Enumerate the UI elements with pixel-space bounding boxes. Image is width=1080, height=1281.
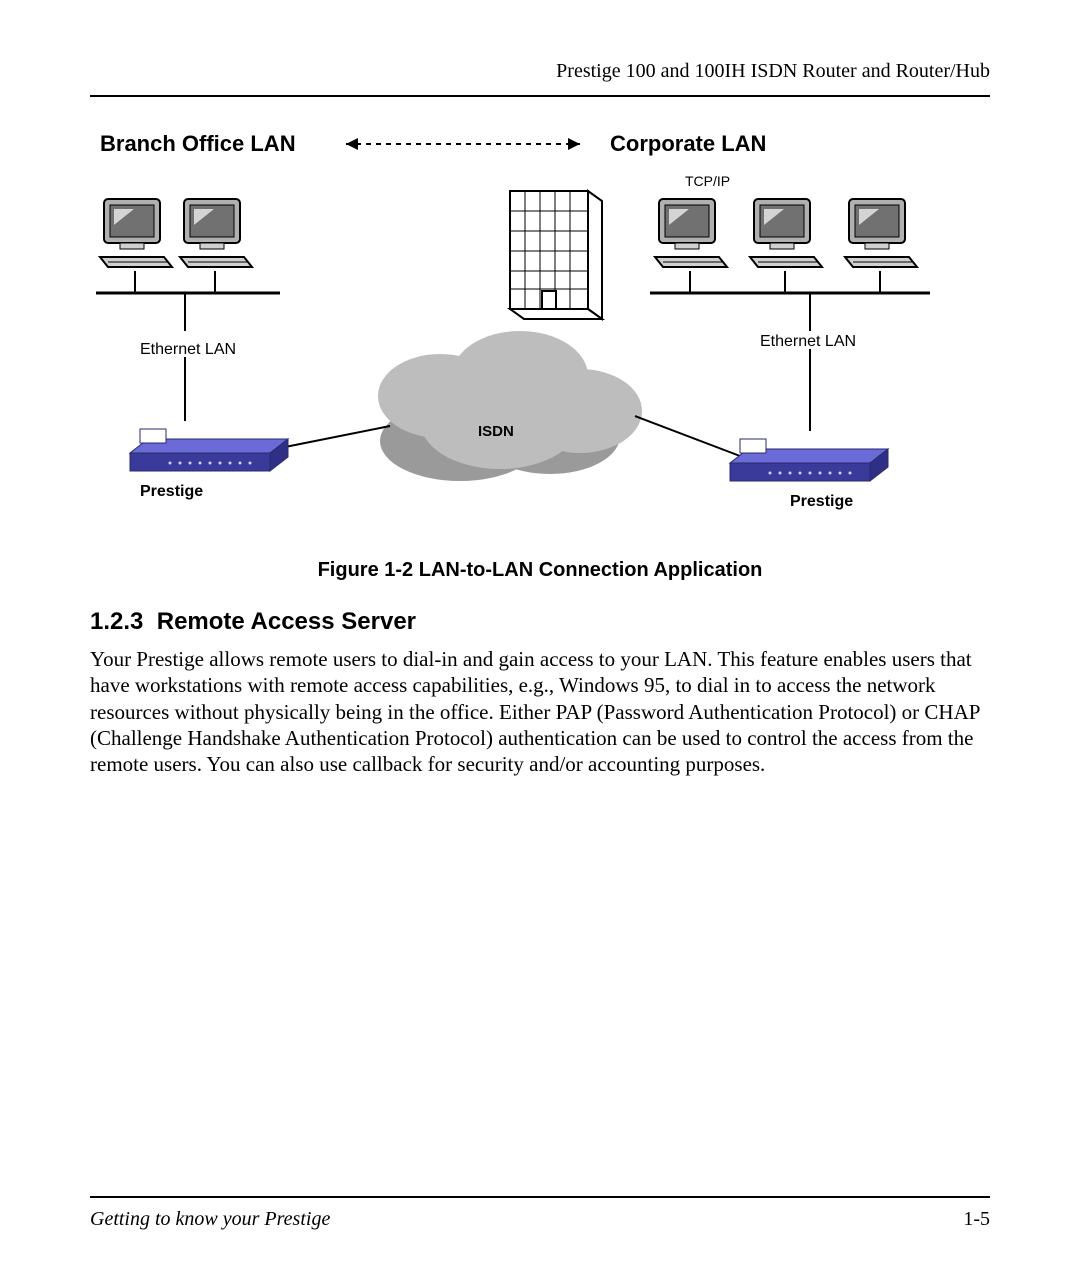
- monitor-icon: [845, 199, 917, 267]
- figure-caption: Figure 1-2 LAN-to-LAN Connection Applica…: [90, 559, 990, 582]
- ethernet-lan-right-label: Ethernet LAN: [760, 333, 856, 350]
- corporate-lan-label: Corporate LAN: [610, 131, 766, 156]
- page-footer: Getting to know your Prestige 1-5: [90, 1196, 990, 1231]
- prestige-router-icon: [130, 429, 288, 471]
- page: Prestige 100 and 100IH ISDN Router and R…: [0, 0, 1080, 1281]
- prestige-left-label: Prestige: [140, 483, 203, 500]
- footer-left-text: Getting to know your Prestige: [90, 1208, 330, 1231]
- isdn-label: ISDN: [478, 423, 514, 440]
- monitor-icon: [655, 199, 727, 267]
- section-body: Your Prestige allows remote users to dia…: [90, 646, 990, 777]
- prestige-router-icon: [730, 439, 888, 481]
- monitor-icon: [100, 199, 172, 267]
- figure-wrap: Branch Office LAN Corporate LAN TCP/IP: [90, 121, 990, 582]
- footer-page-number: 1-5: [963, 1208, 990, 1231]
- monitor-icon: [180, 199, 252, 267]
- lan-to-lan-diagram: Branch Office LAN Corporate LAN TCP/IP: [90, 121, 990, 541]
- monitor-icon: [750, 199, 822, 267]
- isdn-cloud-icon: ISDN: [378, 331, 642, 481]
- ethernet-lan-left-label: Ethernet LAN: [140, 341, 236, 358]
- header-rule: [90, 95, 990, 97]
- prestige-right-label: Prestige: [790, 493, 853, 510]
- building-icon: [510, 191, 602, 319]
- footer-rule: [90, 1196, 990, 1198]
- section-heading: 1.2.3 Remote Access Server: [90, 608, 990, 636]
- section-number: 1.2.3: [90, 608, 143, 635]
- tcpip-label: TCP/IP: [685, 173, 730, 189]
- section-title: Remote Access Server: [157, 608, 416, 635]
- page-header-text: Prestige 100 and 100IH ISDN Router and R…: [90, 60, 990, 83]
- branch-office-label: Branch Office LAN: [100, 131, 296, 156]
